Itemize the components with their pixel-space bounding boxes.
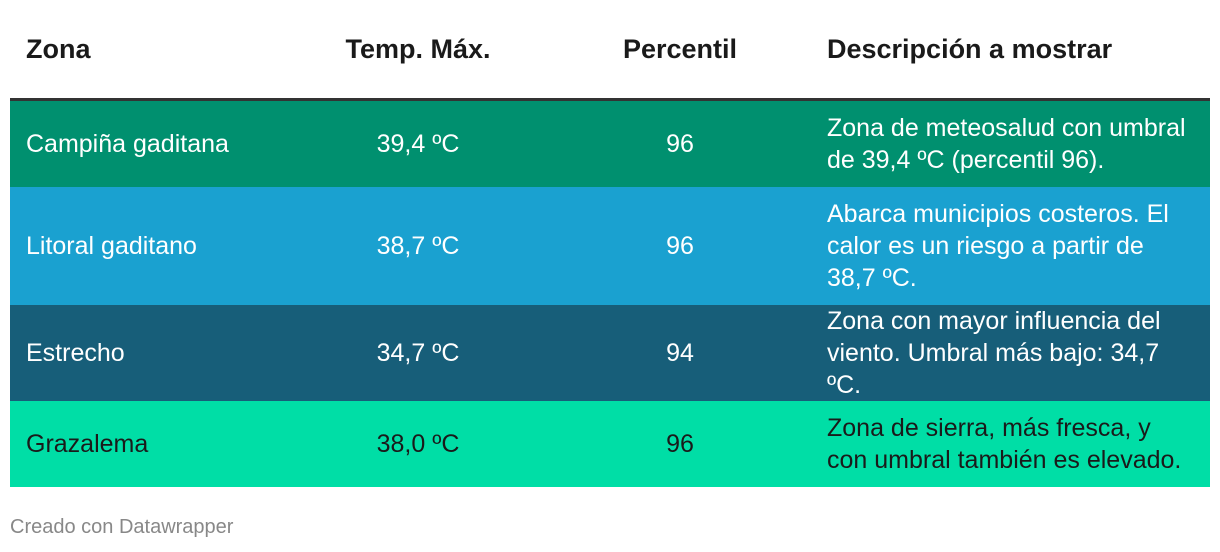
table-cell: Zona con mayor influencia del viento. Um… (811, 305, 1210, 401)
table-cell: Campiña gaditana (10, 99, 287, 187)
table-row: Grazalema 38,0 ºC 96 Zona de sierra, más fr… (10, 401, 1210, 487)
table-cell: 94 (549, 305, 811, 401)
table-cell: 38,7 ºC (287, 187, 549, 305)
header-cell: Descripción a mostrar (811, 0, 1210, 101)
table-cell: 96 (549, 99, 811, 187)
table-cell: 38,0 ºC (287, 401, 549, 487)
table-cell: Zona de meteosalud con umbral de 39,4 ºC… (811, 99, 1210, 187)
header-cell: Percentil (549, 0, 811, 101)
table-cell: Abarca municipios costeros. El calor es … (811, 187, 1210, 305)
table-cell: 34,7 ºC (287, 305, 549, 401)
header-row: Zona Temp. Máx. Percentil Descripción a … (10, 0, 1210, 101)
table-wrap: Zona Temp. Máx. Percentil Descripción a … (10, 0, 1210, 487)
table-row: Campiña gaditana 39,4 ºC 96 Zona de meteosa… (10, 99, 1210, 187)
table-row: Litoral gaditano 38,7 ºC 96 Abarca municipi… (10, 187, 1210, 305)
table-cell: 39,4 ºC (287, 99, 549, 187)
table-cell: Estrecho (10, 305, 287, 401)
header-cell: Temp. Máx. (287, 0, 549, 101)
header-cell: Zona (10, 0, 287, 101)
table-row: Estrecho 34,7 ºC 94 Zona con mayor influenc… (10, 305, 1210, 401)
table-cell: Zona de sierra, más fresca, y con umbral… (811, 401, 1210, 487)
table: Zona Temp. Máx. Percentil Descripción a … (10, 0, 1210, 487)
table-cell: 96 (549, 401, 811, 487)
table-cell: Litoral gaditano (10, 187, 287, 305)
table-body: Campiña gaditana 39,4 ºC 96 Zona de meteosa… (10, 99, 1210, 487)
table-cell: 96 (549, 187, 811, 305)
footer: Creado con Datawrapper (10, 516, 234, 538)
table-cell: Grazalema (10, 401, 287, 487)
